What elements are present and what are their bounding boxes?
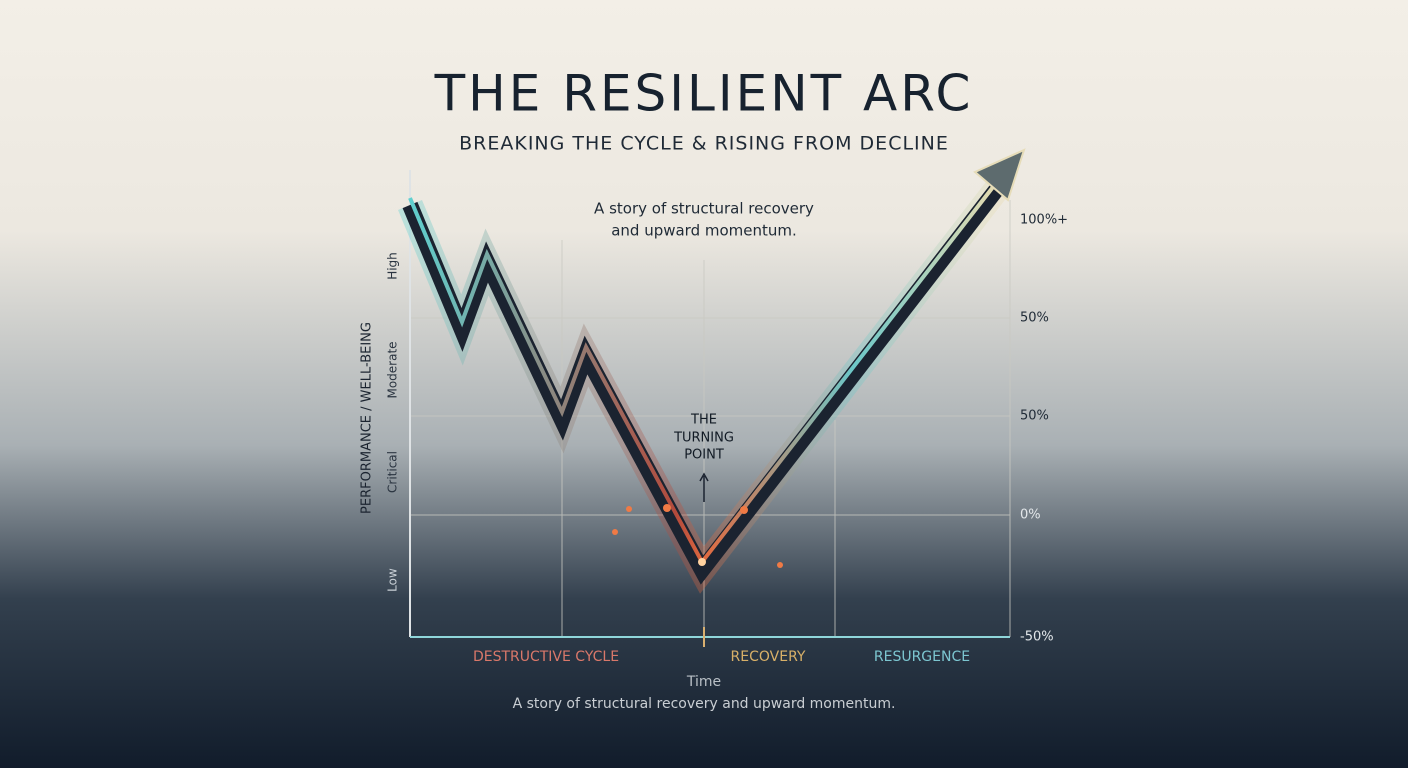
phase-label: RECOVERY bbox=[731, 649, 806, 665]
x-axis-title: Time bbox=[686, 674, 721, 690]
turning-point-label: TURNING bbox=[673, 431, 734, 446]
pointer-arrow-head bbox=[699, 472, 709, 482]
spark bbox=[626, 506, 632, 512]
annotation: and upward momentum. bbox=[611, 222, 797, 240]
turning-point-label: POINT bbox=[684, 448, 724, 463]
spark bbox=[612, 529, 618, 535]
y-level-label: High bbox=[386, 252, 400, 280]
spark bbox=[777, 562, 783, 568]
right-axis-label: 0% bbox=[1020, 508, 1041, 523]
arc-arrowhead bbox=[973, 148, 1026, 202]
arc-line bbox=[402, 180, 1007, 585]
y-axis-title: PERFORMANCE / WELL-BEING bbox=[360, 322, 375, 514]
turning-point-label: THE bbox=[690, 413, 717, 428]
annotation: A story of structural recovery bbox=[594, 200, 814, 218]
right-axis-label: 100%+ bbox=[1020, 213, 1068, 228]
spark bbox=[698, 558, 706, 566]
caption: A story of structural recovery and upwar… bbox=[513, 696, 896, 712]
phase-label: RESURGENCE bbox=[874, 649, 970, 665]
y-level-label: Moderate bbox=[386, 341, 400, 398]
right-axis-label: -50% bbox=[1020, 630, 1054, 645]
title: THE RESILIENT ARC bbox=[434, 65, 974, 123]
phase-label: DESTRUCTIVE CYCLE bbox=[473, 649, 619, 665]
y-level-label: Critical bbox=[386, 451, 400, 493]
subtitle: BREAKING THE CYCLE & RISING FROM DECLINE bbox=[459, 133, 949, 155]
spark bbox=[663, 504, 671, 512]
arc-glow bbox=[397, 177, 1011, 594]
right-axis-label: 50% bbox=[1020, 409, 1049, 424]
spark bbox=[740, 506, 748, 514]
right-axis-label: 50% bbox=[1020, 311, 1049, 326]
sparks bbox=[612, 504, 783, 568]
y-level-label: Low bbox=[386, 568, 400, 592]
